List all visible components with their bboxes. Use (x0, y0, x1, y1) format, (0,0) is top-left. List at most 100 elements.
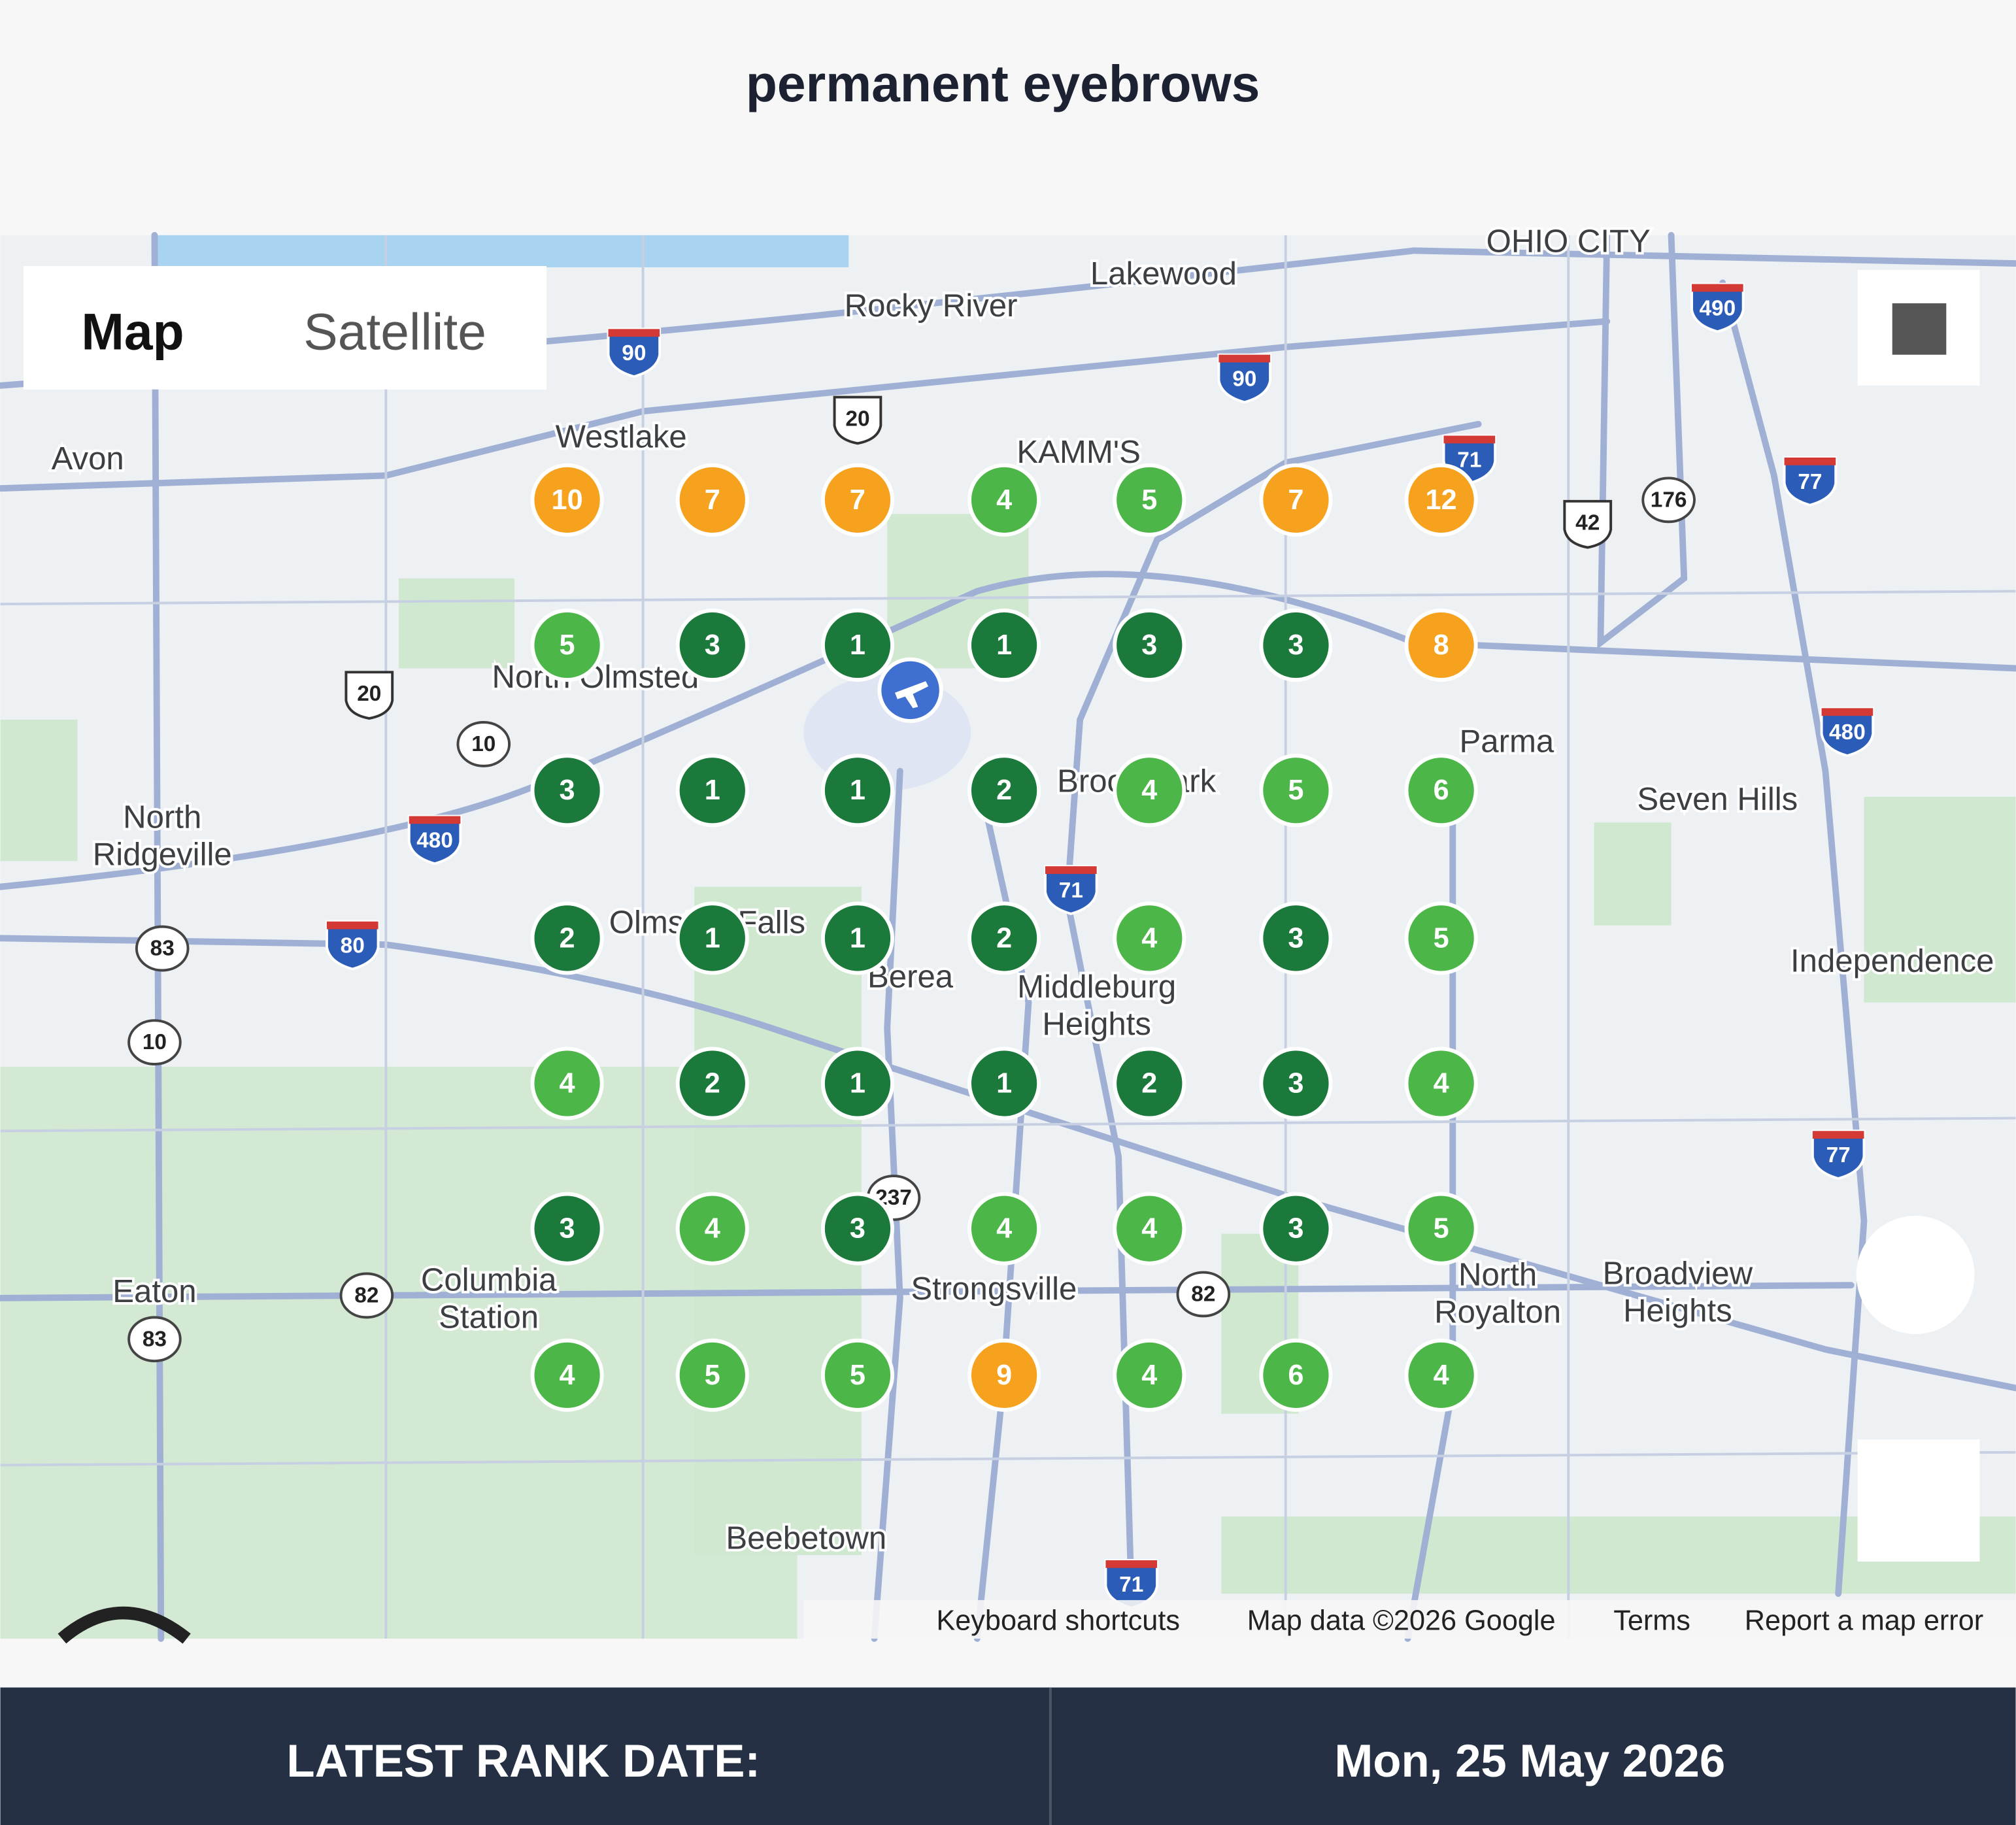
rank-value: 4 (705, 1213, 720, 1245)
state-shield (456, 721, 511, 767)
rank-value: 5 (1288, 775, 1303, 806)
rank-date-label: LATEST RANK DATE: (286, 1735, 760, 1786)
zoom-control[interactable] (1857, 1439, 1980, 1562)
interstate-shield (1811, 1130, 1866, 1180)
place-label: North (1458, 1257, 1537, 1292)
rank-pin (967, 901, 1041, 975)
rank-value: 4 (1434, 1068, 1449, 1099)
place-label: Ridgeville (93, 837, 232, 873)
interstate-top (1105, 1560, 1158, 1568)
rank-value: 4 (1141, 1213, 1157, 1245)
interstate-shield (1044, 865, 1098, 916)
rank-pin (967, 754, 1041, 828)
rank-value: 4 (560, 1068, 575, 1099)
rank-pin (530, 1338, 604, 1412)
shield-label: 71 (1059, 879, 1083, 903)
rank-value: 2 (705, 1068, 720, 1099)
rank-value: 6 (1434, 775, 1449, 806)
keyboard-shortcuts[interactable]: Keyboard shortcuts (936, 1605, 1180, 1636)
rank-value: 1 (850, 922, 865, 954)
place-label: Independence (1790, 944, 1994, 979)
rank-value: 8 (1434, 629, 1449, 661)
rank-pin (820, 754, 894, 828)
rank-pin (1404, 754, 1478, 828)
place-label: Eaton (112, 1274, 196, 1309)
rank-pin (1404, 1192, 1478, 1265)
map-data: Map data ©2026 Google (1247, 1605, 1556, 1636)
rank-value: 4 (996, 1213, 1012, 1245)
map-type-control: Map Satellite (23, 266, 547, 390)
shield-label: 90 (622, 341, 646, 365)
rank-value: 3 (560, 775, 575, 806)
satellite-button[interactable]: Satellite (303, 303, 486, 360)
rank-pin (530, 1046, 604, 1120)
rank-value: 3 (705, 629, 720, 661)
rank-value: 9 (996, 1360, 1012, 1391)
rank-pin (530, 463, 604, 537)
rank-pin (1404, 1046, 1478, 1120)
rank-pin (1404, 608, 1478, 682)
rank-value: 3 (560, 1213, 575, 1245)
shield-label: 42 (1575, 511, 1600, 535)
interstate-top (1692, 284, 1743, 292)
rank-pin (967, 608, 1041, 682)
interstate-top (1821, 708, 1873, 716)
place-label: Strongsville (911, 1271, 1077, 1307)
rank-pin (967, 1046, 1041, 1120)
rank-pin (820, 901, 894, 975)
rank-pin (1113, 754, 1186, 828)
terms-link[interactable]: Terms (1613, 1605, 1690, 1636)
shield-label: 20 (845, 407, 869, 431)
rank-value: 3 (1141, 629, 1157, 661)
rank-value: 4 (560, 1360, 575, 1391)
rank-value: 4 (1141, 1360, 1157, 1391)
shield-label: 71 (1457, 448, 1481, 472)
place-label: Middleburg (1017, 969, 1176, 1005)
shield-label: 77 (1798, 470, 1822, 494)
rank-value: 2 (996, 775, 1012, 806)
rank-date: Mon, 25 May 2026 (1334, 1735, 1725, 1786)
rank-value: 3 (850, 1213, 865, 1245)
rank-value: 5 (1434, 922, 1449, 954)
rank-pin (1259, 754, 1333, 828)
place-label: Heights (1042, 1007, 1151, 1042)
place-label: KAMM'S (1016, 435, 1141, 470)
place-label: Parma (1460, 724, 1554, 759)
us-shield (344, 671, 394, 720)
rank-pin (820, 1338, 894, 1412)
rank-value: 5 (1141, 484, 1157, 516)
interstate-shield (1217, 353, 1272, 404)
rank-pin (820, 1192, 894, 1265)
interstate-shield (407, 814, 462, 865)
rank-value: 3 (1288, 629, 1303, 661)
rank-value: 5 (705, 1360, 720, 1391)
control-box (23, 266, 547, 390)
state-shield (1176, 1271, 1231, 1318)
shield-label: 176 (1651, 488, 1687, 512)
shield-label: 83 (143, 1327, 167, 1351)
interstate-shield (1820, 707, 1875, 758)
interstate-top (1443, 435, 1496, 444)
interstate-shield (325, 920, 380, 971)
map-button[interactable]: Map (81, 303, 184, 360)
us-shield (833, 395, 882, 445)
rank-pin (530, 901, 604, 975)
pegman-button[interactable] (1856, 1216, 1975, 1334)
rank-pin (1113, 608, 1186, 682)
rank-value: 7 (1288, 484, 1303, 516)
rank-value: 1 (996, 629, 1012, 661)
place-label: Broadview (1603, 1256, 1753, 1292)
rank-pin (675, 901, 749, 975)
rank-value: 5 (560, 629, 575, 661)
report-error-link[interactable]: Report a map error (1745, 1605, 1983, 1636)
rank-value: 7 (850, 484, 865, 516)
rank-pin (1259, 901, 1333, 975)
shield-label: 20 (357, 682, 381, 706)
rank-pin (967, 1192, 1041, 1265)
fullscreen-icon (1892, 303, 1947, 355)
map[interactable]: Lakewood Rocky River Westlake Avon KAMM'S OHI… (0, 222, 2016, 1644)
place-label: Beebetown (726, 1521, 886, 1556)
place-label: Westlake (556, 420, 687, 455)
rank-pin (675, 1338, 749, 1412)
